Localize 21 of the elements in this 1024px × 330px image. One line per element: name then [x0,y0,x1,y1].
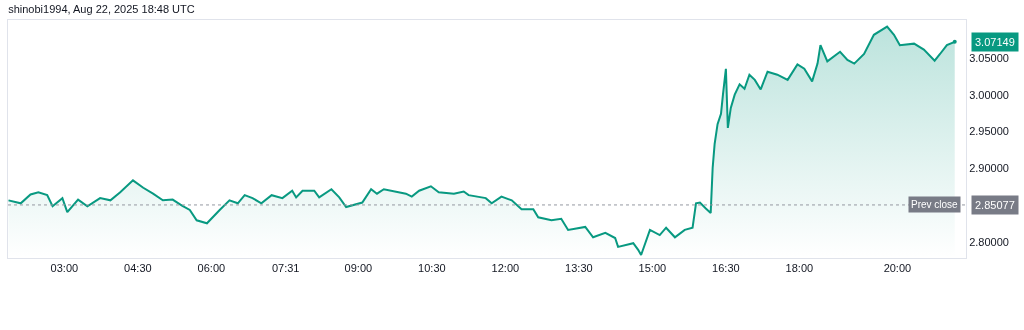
annotation: 3.07149 [975,36,1015,48]
ref-line-label: Prev close [911,199,959,210]
x-tick-label: 03:00 [50,262,79,275]
y-tick-label: 2.80000 [969,236,1009,249]
y-tick-label: 2.90000 [969,162,1009,175]
x-tick-label: 10:30 [418,262,446,275]
x-tick-label: 13:30 [565,262,593,275]
text: 2.85077 [975,199,1015,211]
x-tick-label: 07:31 [271,262,300,275]
x-tick-label: 12:00 [491,262,520,275]
y-tick-label: 3.00000 [969,88,1009,101]
y-tick-label: 3.05000 [969,51,1009,64]
y-tick-label: 2.95000 [969,125,1009,138]
x-tick-label: 15:00 [638,262,667,275]
x-tick-label: 16:30 [712,262,740,275]
chart-title: shinobi1994, Aug 22, 2025 18:48 UTC [8,2,195,15]
x-tick-label: 06:00 [197,262,226,275]
x-tick-label: 18:00 [785,262,814,275]
x-tick-label: 20:00 [883,262,912,275]
x-tick-label: 04:30 [124,262,152,275]
x-tick-label: 09:00 [344,262,373,275]
